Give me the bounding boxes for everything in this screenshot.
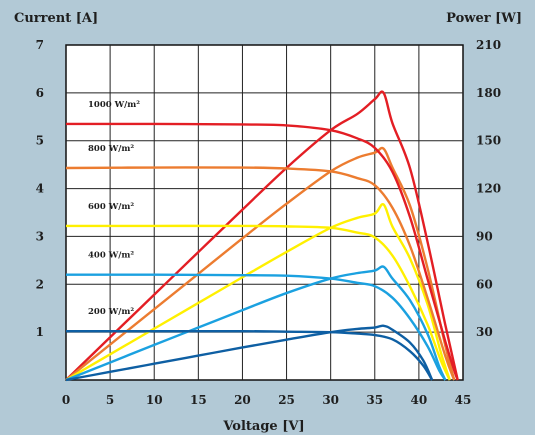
x-tick-label: 45 <box>455 393 472 407</box>
iv-curve <box>66 329 434 381</box>
y-left-tick-label: 5 <box>36 134 44 148</box>
irradiance-label: 600 W/m² <box>88 202 134 212</box>
y-left-tick-label: 6 <box>36 86 44 100</box>
iv-curve <box>65 122 459 381</box>
y-right-tick-label: 180 <box>476 86 501 100</box>
irradiance-label: 200 W/m² <box>88 307 134 317</box>
y-right-tick-label: 30 <box>476 325 493 339</box>
y-right-tick-label: 90 <box>476 229 493 243</box>
y-left-tick-label: 2 <box>36 277 44 291</box>
pv-curve <box>65 265 447 382</box>
y-right-tick-label: 210 <box>476 38 501 52</box>
x-tick-label: 30 <box>322 393 339 407</box>
grid <box>66 45 463 380</box>
y-right-tick-label: 150 <box>476 134 501 148</box>
x-tick-label: 35 <box>366 393 383 407</box>
y-left-tick-label: 3 <box>36 229 44 243</box>
x-tick-label: 25 <box>278 393 295 407</box>
pv-curve <box>65 324 434 382</box>
irradiance-label: 800 W/m² <box>88 144 134 154</box>
tick-labels: 0 5 10 15 20 25 30 35 40 451234567306090120150180… <box>36 38 501 407</box>
x-tick-label: 20 <box>234 393 251 407</box>
pv-curve <box>65 146 456 381</box>
irradiance-label: 1000 W/m² <box>88 100 140 110</box>
x-tick-label: 5 <box>106 393 114 407</box>
x-tick-label: 0 <box>62 393 70 407</box>
irradiance-labels: 1000 W/m² 800 W/m² 600 W/m² 400 W/m² 200 W/m… <box>88 100 140 317</box>
x-axis-title: Voltage [V] <box>222 419 304 434</box>
x-tick-label: 10 <box>146 393 163 407</box>
iv-curve <box>65 273 447 381</box>
x-tick-label: 15 <box>190 393 207 407</box>
y-right-tick-label: 60 <box>476 277 493 291</box>
plot-area <box>65 44 464 381</box>
y-left-tick-label: 7 <box>36 38 44 52</box>
pv-curve <box>65 203 451 382</box>
y-right-tick-label: 120 <box>476 182 501 196</box>
y-left-axis-title: Current [A] <box>14 11 98 26</box>
y-right-axis-title: Power [W] <box>446 11 522 26</box>
y-left-tick-label: 4 <box>36 182 44 196</box>
irradiance-label: 400 W/m² <box>88 251 134 261</box>
x-tick-label: 40 <box>411 393 428 407</box>
pv-curve <box>65 90 459 381</box>
iv-curve <box>65 224 451 381</box>
iv-curve <box>65 166 456 381</box>
curves <box>65 90 459 382</box>
y-left-tick-label: 1 <box>36 325 44 339</box>
